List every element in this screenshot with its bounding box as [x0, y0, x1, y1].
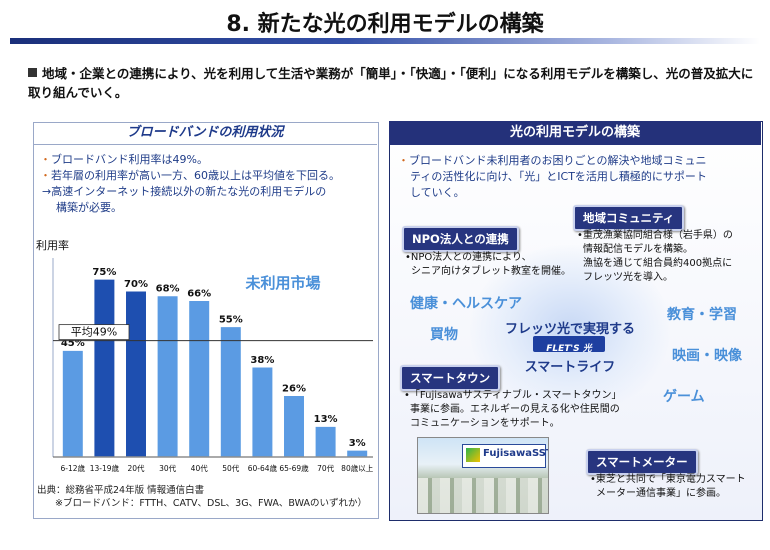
- word-education: 教育・学習: [667, 307, 737, 323]
- smart-meter-tag: スマートメーター: [586, 449, 698, 475]
- note-item: ・若年層の利用率が高い一方、60歳以上は平均値を下回る。: [40, 169, 340, 182]
- smart-town-text: •「Fujisawaサスティナブル・スマートタウン」 事業に参画。エネルギーの見…: [404, 389, 654, 431]
- bar-7: [282, 394, 306, 458]
- npo-tag: NPO法人との連携: [402, 226, 519, 252]
- flets-logo: FLET'S 光: [533, 336, 605, 354]
- bullet-icon: ・: [398, 154, 409, 167]
- community-tag: 地域コミュニティ: [573, 205, 685, 231]
- bar-2: [124, 290, 148, 458]
- value-label-5: 55%: [219, 314, 243, 325]
- value-label-0: 45%: [61, 338, 85, 349]
- bullet-icon: ・: [40, 169, 51, 182]
- flets-logo-text: FLET'S 光: [546, 344, 592, 354]
- category-label-1: 13-19歳: [90, 463, 120, 473]
- community-line: 漁協を通じて組合員約400拠点に: [583, 258, 733, 269]
- category-label-7: 65-69歳: [279, 463, 309, 473]
- category-label-4: 40代: [191, 463, 209, 473]
- smart-meter-line: •東芝と共同で「東京電力スマート: [590, 474, 746, 485]
- smart-town-line: •「Fujisawaサスティナブル・スマートタウン」: [404, 390, 622, 401]
- npo-line: •NPO法人との連携により、: [405, 252, 532, 263]
- category-label-9: 80歳以上: [341, 463, 374, 473]
- lead-sentence: 地域・企業との連携により、光を利用して生活や業務が「簡単」・「快適」・「便利」に…: [28, 66, 754, 100]
- community-line: フレッツ光を導入。: [583, 272, 673, 283]
- category-label-3: 30代: [159, 463, 177, 473]
- average-label: 平均49%: [71, 326, 117, 339]
- bar-9: [345, 449, 369, 458]
- smart-meter-text: •東芝と共同で「東京電力スマート メーター通信事業」に参画。: [590, 473, 760, 501]
- average-box: [58, 324, 130, 341]
- note-item: ・ブロードバンド利用率は49%。: [40, 153, 208, 166]
- smart-town-line: 事業に参画。エネルギーの見える化や住民間の: [410, 404, 620, 415]
- bar-4: [187, 299, 211, 458]
- fujisawa-sst-logo-text: FujisawaSST: [483, 448, 549, 459]
- bullet-square-icon: [28, 68, 37, 77]
- word-shopping: 買物: [430, 327, 458, 343]
- value-label-9: 3%: [349, 438, 366, 449]
- value-label-4: 66%: [187, 288, 211, 299]
- title-underline: [10, 38, 760, 44]
- model-intro: ・ブロードバンド未利用者のお困りごとの解決や地域コミュニ ティの活性化に向け、「…: [398, 153, 748, 201]
- value-label-2: 70%: [124, 279, 148, 290]
- category-label-6: 60-64歳: [248, 463, 278, 473]
- usage-notes: ・ブロードバンド利用率は49%。 ・若年層の利用率が高い一方、60歳以上は平均値…: [40, 152, 375, 216]
- value-label-6: 38%: [250, 355, 274, 366]
- intro-line: ティの活性化に向け、「光」とICTを活用し積極的にサポート: [410, 170, 707, 183]
- community-text: •重茂漁業協同組合様（岩手県）の 情報配信モデルを構築。 漁協を通じて組合員約4…: [577, 229, 757, 285]
- category-label-5: 50代: [222, 463, 240, 473]
- unused-market-annotation: 未利用市場: [244, 274, 320, 292]
- source-note: ※ブロードバンド：FTTH、CATV、DSL、3G、FWA、BWAのいずれか）: [55, 498, 367, 509]
- usage-model-heading: 光の利用モデルの構築: [389, 121, 761, 145]
- community-line: •重茂漁業協同組合様（岩手県）の: [577, 230, 733, 241]
- source-line: 出典：総務省平成24年版 情報通信白書: [37, 485, 205, 496]
- category-label-2: 20代: [127, 463, 145, 473]
- page-title: 8. 新たな光の利用モデルの構築: [226, 12, 544, 37]
- value-label-8: 13%: [314, 414, 338, 425]
- houses-illustration: [418, 478, 548, 513]
- community-line: 情報配信モデルを構築。: [583, 244, 693, 255]
- bar-0: [61, 349, 85, 458]
- smart-town-line: コミュニケーションをサポート。: [410, 418, 560, 429]
- bar-8: [314, 425, 338, 458]
- word-health: 健康・ヘルスケア: [410, 296, 522, 312]
- y-axis-label: 利用率: [36, 240, 69, 252]
- value-label-1: 75%: [92, 267, 116, 278]
- intro-line: していく。: [410, 186, 465, 199]
- word-game: ゲーム: [663, 389, 705, 405]
- lead-text: 地域・企業との連携により、光を利用して生活や業務が「簡単」・「快適」・「便利」に…: [28, 64, 763, 102]
- arrow-note-continued: 構築が必要。: [56, 201, 122, 214]
- value-label-3: 68%: [156, 284, 180, 295]
- smart-town-photo: FujisawaSST: [417, 437, 549, 514]
- category-label-8: 70代: [317, 463, 335, 473]
- center-glow: [470, 245, 670, 415]
- smart-town-tag: スマートタウン: [400, 365, 501, 391]
- value-label-7: 26%: [282, 383, 306, 394]
- arrow-note: →高速インターネット接続以外の新たな光の利用モデルの: [42, 185, 327, 198]
- bar-3: [156, 294, 180, 458]
- smart-meter-line: メーター通信事業」に参画。: [596, 488, 726, 499]
- center-title: フレッツ光で実現する: [504, 322, 635, 337]
- bar-6: [250, 366, 274, 458]
- bullet-icon: ・: [40, 153, 51, 166]
- npo-text: •NPO法人との連携により、 シニア向けタブレット教室を開催。: [405, 251, 585, 279]
- center-subtitle: スマートライフ: [524, 360, 616, 375]
- fujisawa-sst-logo: FujisawaSST: [462, 444, 549, 468]
- chart-source: 出典：総務省平成24年版 情報通信白書 ※ブロードバンド：FTTH、CATV、D…: [37, 484, 367, 510]
- usage-rate-chart: 利用率 45% 6-12歳 75% 13-19歳 70% 20代 68% 30代 66% 40代 55…: [36, 240, 374, 473]
- category-label-0: 6-12歳: [61, 463, 86, 473]
- intro-line: ・ブロードバンド未利用者のお困りごとの解決や地域コミュニ: [398, 154, 707, 167]
- logo-mark-icon: [466, 448, 480, 462]
- word-movies: 映画・映像: [672, 348, 742, 364]
- broadband-usage-heading: ブロードバンドの利用状況: [33, 122, 377, 145]
- bar-5: [219, 325, 243, 458]
- bar-1: [92, 278, 116, 458]
- npo-line: シニア向けタブレット教室を開催。: [411, 266, 571, 277]
